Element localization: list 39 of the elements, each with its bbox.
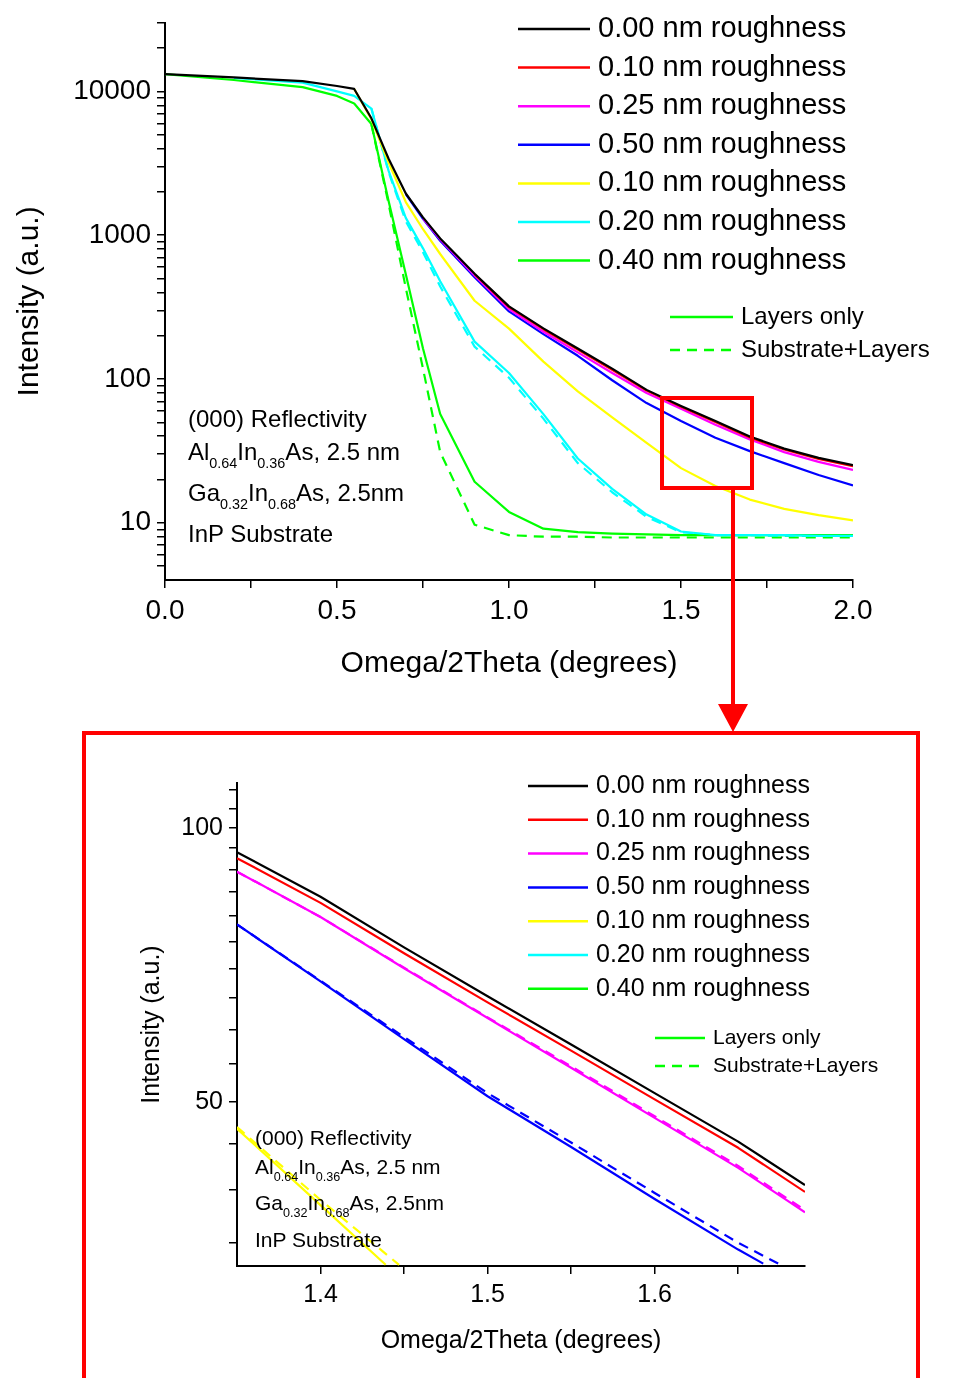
x-tick-label: 1.4 [303,1278,338,1307]
x-tick-label: 0.5 [317,593,357,625]
y-tick-label: 50 [195,1085,223,1114]
legend-label: 0.10 nm roughness [598,165,847,198]
x-tick-label: 1.0 [489,593,529,625]
legend-label: Substrate+Layers [741,334,930,362]
annotation: (000) Reflectivity [188,404,367,432]
legend-label: 0.20 nm roughness [598,204,847,236]
y-tick-label: 1000 [88,217,151,249]
legend-label: 0.00 nm roughness [598,11,847,43]
annotation: (000) Reflectivity [255,1125,412,1149]
y-tick-label: 10 [119,505,151,537]
x-tick-label: 1.5 [661,593,701,625]
legend-label: 0.40 nm roughness [598,242,847,275]
y-axis-title: Intensity (a.u.) [135,945,164,1104]
legend-label: 0.25 nm roughness [596,837,811,866]
legend-label: 0.10 nm roughness [596,905,811,934]
annotation: InP Substrate [188,519,333,547]
y-axis-title: Intensity (a.u.) [11,206,45,397]
legend-label: 0.10 nm roughness [596,803,811,832]
x-tick-label: 1.5 [470,1278,505,1307]
y-tick-label: 10000 [73,74,151,106]
x-tick-label: 1.6 [637,1278,673,1307]
x-tick-label: 2.0 [833,593,873,625]
annotation: Layers only [713,1024,821,1048]
x-axis-title: Omega/2Theta (degrees) [380,1324,662,1353]
x-axis-title: Omega/2Theta (degrees) [340,645,678,679]
legend-label: 0.40 nm roughness [596,972,811,1001]
legend-label: 0.25 nm roughness [598,88,847,121]
annotation: Layers only [741,301,864,329]
y-tick-label: 100 [181,811,223,840]
legend-label: 0.50 nm roughness [596,871,811,900]
legend-label: Substrate+Layers [713,1052,879,1076]
legend-label: 0.20 nm roughness [596,938,811,967]
legend-label: 0.10 nm roughness [598,49,847,82]
legend-label: 0.50 nm roughness [598,126,847,159]
legend-label: 0.00 nm roughness [596,769,811,798]
x-tick-label: 0.0 [145,593,185,625]
y-tick-label: 100 [104,361,151,393]
